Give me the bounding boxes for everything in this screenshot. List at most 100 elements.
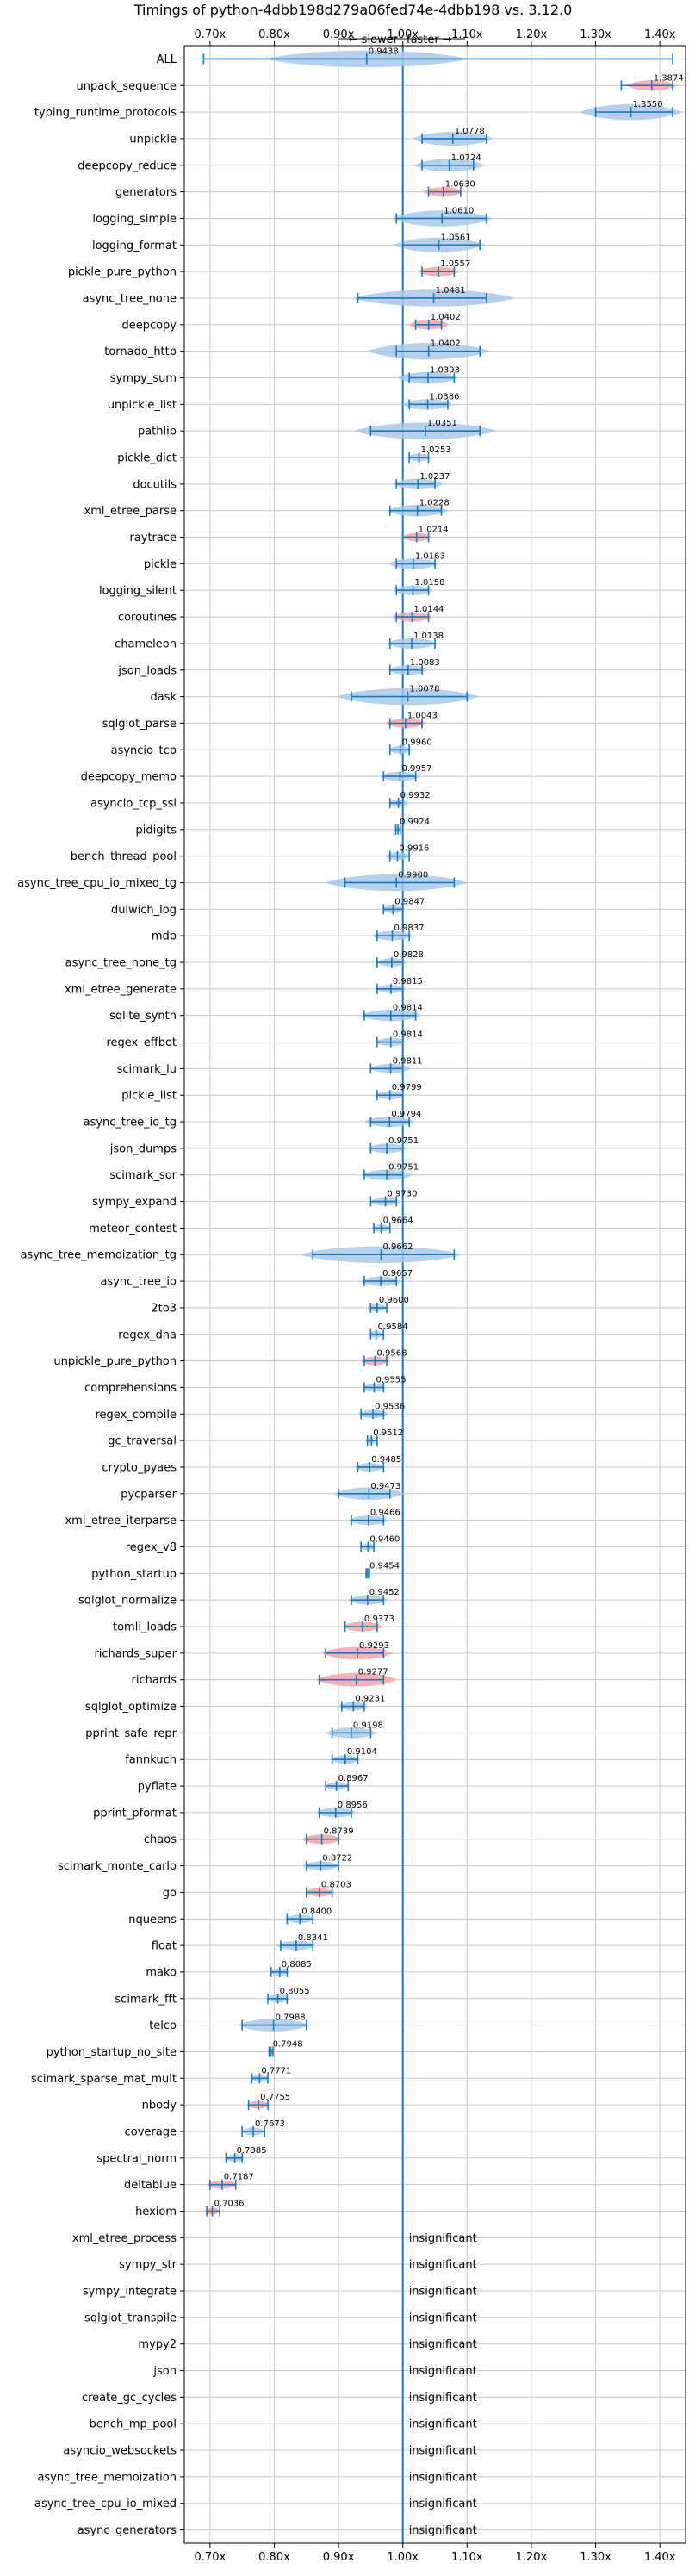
x-tick-label-bottom: 1.10x	[451, 2551, 483, 2564]
benchmark-name: meteor_contest	[89, 1223, 177, 1235]
benchmark-name: json_loads	[117, 664, 177, 677]
benchmark-name: pprint_pformat	[93, 1807, 177, 1820]
benchmark-name: telco	[149, 2019, 177, 2032]
value-label: 0.9438	[369, 47, 399, 56]
benchmark-name: pycparser	[121, 1488, 177, 1501]
value-label: 0.9811	[393, 1056, 423, 1066]
value-label: 0.9277	[358, 1668, 388, 1677]
benchmark-name: logging_silent	[99, 585, 177, 598]
benchmark-name: fannkuch	[125, 1754, 177, 1767]
benchmark-name: mdp	[152, 930, 177, 943]
value-label: 0.8722	[322, 1854, 352, 1864]
benchmark-name: json	[152, 2365, 177, 2378]
benchmark-name: nqueens	[128, 1913, 177, 1926]
value-label: 1.0163	[415, 551, 445, 561]
benchmark-name: scimark_sparse_mat_mult	[31, 2073, 177, 2086]
value-label: 1.3550	[633, 100, 663, 109]
benchmark-name: logging_simple	[92, 213, 177, 226]
value-label: 0.8400	[301, 1907, 332, 1916]
value-label: 0.9485	[371, 1455, 401, 1465]
value-label: 0.7771	[261, 2066, 291, 2075]
benchmark-name: unpickle	[129, 133, 177, 146]
grid	[180, 39, 686, 2548]
value-label: 0.9460	[369, 1534, 400, 1544]
x-tick-label-top: 1.40x	[644, 28, 676, 41]
benchmark-name: mypy2	[138, 2338, 177, 2351]
insignificant-label: insignificant	[409, 2338, 477, 2351]
value-label: 0.9932	[400, 791, 431, 800]
value-label: 0.9730	[388, 1190, 418, 1199]
value-label: 0.9568	[376, 1349, 407, 1359]
value-label: 1.0214	[419, 526, 449, 535]
benchmark-name: chaos	[144, 1833, 177, 1846]
benchmark-name: async_tree_cpu_io_mixed	[34, 2498, 177, 2511]
benchmark-name: xml_etree_parse	[84, 505, 177, 518]
benchmark-name: crypto_pyaes	[102, 1461, 177, 1474]
value-label: 0.9466	[370, 1509, 400, 1518]
insignificant-label: insignificant	[409, 2312, 477, 2324]
benchmark-name: sympy_expand	[92, 1196, 177, 1209]
benchmark-name: nbody	[142, 2100, 177, 2112]
x-tick-label-bottom: 0.70x	[195, 2551, 227, 2564]
benchmark-name: sqlglot_parse	[102, 718, 177, 731]
value-label: 1.0402	[431, 339, 461, 349]
value-label: 0.9924	[400, 818, 430, 827]
value-label: 1.0144	[413, 605, 444, 614]
x-tick-label-top: 0.80x	[258, 28, 290, 41]
value-label: 0.9916	[399, 844, 429, 854]
insignificant-label: insignificant	[409, 2471, 477, 2484]
value-label: 0.7988	[276, 2013, 306, 2023]
benchmark-name: create_gc_cycles	[82, 2392, 177, 2405]
value-label: 0.7948	[273, 2039, 303, 2049]
value-label: 0.9231	[355, 1695, 385, 1704]
benchmark-name: typing_runtime_protocols	[34, 107, 177, 120]
value-label: 1.0557	[440, 259, 470, 269]
insignificant-label: insignificant	[409, 2418, 477, 2431]
benchmark-name: logging_format	[92, 240, 177, 252]
value-label: 1.0561	[441, 233, 471, 242]
benchmark-name: scimark_fft	[115, 1993, 177, 2006]
value-label: 0.9600	[379, 1296, 409, 1305]
benchmark-name: pprint_safe_repr	[85, 1727, 177, 1740]
benchmark-name: sqlite_synth	[109, 1010, 177, 1023]
value-label: 0.9452	[369, 1588, 400, 1597]
benchmark-name: pickle_pure_python	[68, 266, 177, 279]
value-label: 0.8055	[280, 1987, 310, 1996]
value-label: 1.0386	[429, 392, 459, 401]
benchmark-name: dulwich_log	[111, 904, 177, 917]
value-label: 0.8085	[282, 1960, 312, 1969]
benchmark-name: python_startup_no_site	[47, 2046, 177, 2059]
benchmark-name: unpickle_pure_python	[53, 1355, 177, 1368]
benchmark-name: pickle	[144, 558, 177, 571]
value-label: 1.0228	[419, 499, 450, 508]
value-label: 0.9828	[394, 950, 424, 960]
benchmark-name: sqlglot_optimize	[85, 1701, 177, 1714]
value-label: 0.9799	[392, 1083, 422, 1092]
benchmark-name: pickle_list	[121, 1090, 177, 1103]
benchmark-name: pyflate	[138, 1781, 177, 1794]
benchmark-name: python_startup	[91, 1568, 177, 1581]
value-label: 1.0138	[413, 632, 444, 641]
benchmark-name: async_tree_none_tg	[65, 956, 177, 969]
value-label: 0.8703	[321, 1880, 351, 1889]
benchmark-name: async_tree_io_tg	[84, 1117, 177, 1129]
benchmark-name: async_generators	[78, 2524, 177, 2537]
insignificant-label: insignificant	[409, 2392, 477, 2405]
value-label: 0.9815	[393, 977, 423, 986]
value-label: 1.3874	[654, 73, 684, 83]
value-label: 0.9794	[391, 1110, 421, 1119]
value-label: 1.0351	[427, 419, 457, 428]
benchmark-name: coroutines	[118, 612, 177, 625]
benchmark-name: raytrace	[129, 532, 177, 544]
insignificant-label: insignificant	[409, 2498, 477, 2511]
benchmark-name: sympy_sum	[110, 372, 177, 385]
benchmark-name: tornado_http	[104, 345, 177, 358]
benchmark-name: xml_etree_process	[72, 2232, 177, 2245]
benchmark-name: unpack_sequence	[76, 80, 177, 93]
value-label: 1.0158	[414, 578, 444, 588]
benchmark-name: asyncio_websockets	[63, 2445, 177, 2458]
benchmark-name: regex_dna	[118, 1328, 177, 1341]
value-label: 0.7755	[260, 2093, 290, 2102]
insignificant-label: insignificant	[409, 2286, 477, 2299]
